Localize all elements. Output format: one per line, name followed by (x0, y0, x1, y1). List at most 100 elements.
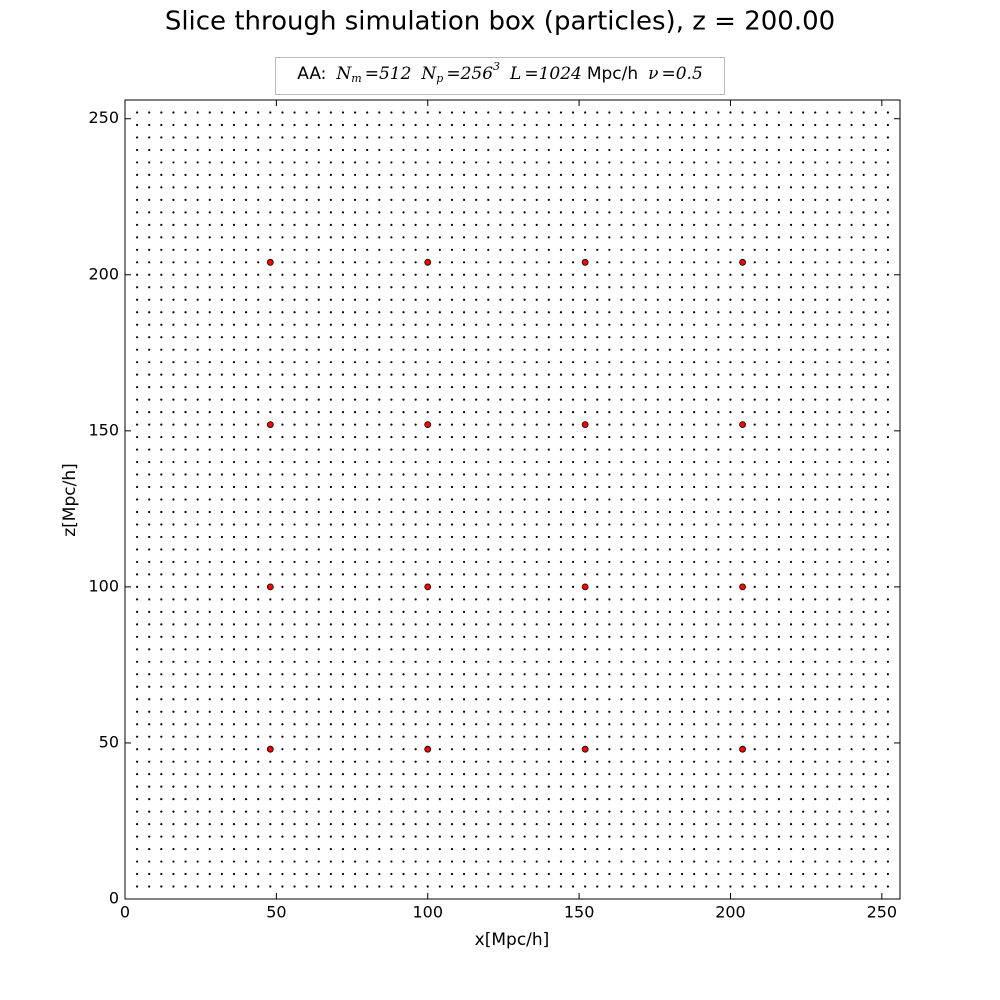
particle (341, 248, 345, 251)
particle (317, 173, 320, 177)
particle (523, 398, 526, 401)
particle (244, 548, 248, 551)
particle (511, 148, 514, 152)
particle (438, 735, 441, 738)
particle (680, 423, 684, 426)
particle (220, 810, 223, 813)
particle (426, 248, 429, 251)
particle (293, 485, 296, 489)
particle (390, 298, 393, 301)
particle (741, 136, 744, 139)
particle (608, 386, 611, 389)
particle (862, 111, 865, 114)
particle (802, 373, 805, 376)
particle (753, 136, 756, 139)
particle (305, 123, 308, 127)
particle (475, 373, 478, 376)
particle (499, 835, 502, 838)
particle (499, 885, 502, 888)
particle (644, 411, 647, 414)
particle (414, 286, 417, 289)
particle (753, 573, 756, 576)
particle (620, 198, 623, 201)
particle (886, 847, 889, 851)
particle (753, 673, 756, 676)
particle (208, 560, 211, 564)
particle (717, 723, 720, 726)
particle (184, 798, 187, 801)
particle (644, 585, 647, 588)
particle (547, 498, 550, 501)
particle (184, 610, 187, 613)
particle (777, 673, 781, 676)
particle (257, 373, 260, 376)
particle (632, 236, 635, 239)
particle (584, 673, 587, 676)
particle (220, 498, 223, 501)
particle (414, 860, 417, 863)
particle (438, 386, 441, 389)
particle (136, 822, 139, 826)
particle (596, 261, 599, 264)
particle (705, 286, 708, 289)
particle (826, 248, 829, 251)
particle (705, 822, 708, 826)
particle (584, 685, 587, 688)
particle (777, 635, 781, 638)
particle (160, 323, 163, 326)
particle (305, 460, 308, 464)
particle (366, 610, 369, 613)
particle (160, 560, 163, 564)
particle (620, 847, 623, 851)
particle (402, 748, 405, 751)
particle (559, 710, 563, 713)
particle (693, 336, 696, 339)
particle (329, 860, 332, 863)
particle (450, 685, 454, 688)
particle (184, 885, 187, 888)
particle (305, 186, 308, 189)
particle (341, 373, 345, 376)
particle (789, 673, 793, 676)
particle (656, 361, 659, 364)
particle (196, 273, 199, 276)
particle (148, 623, 151, 626)
particle (608, 735, 611, 738)
particle (571, 361, 575, 364)
particle (257, 485, 260, 489)
particle (620, 473, 623, 476)
particle (753, 460, 756, 464)
particle (475, 111, 478, 114)
particle (777, 336, 781, 339)
particle (293, 660, 296, 663)
particle (705, 748, 708, 751)
particle (826, 411, 829, 414)
particle (462, 473, 466, 476)
particle (789, 136, 793, 139)
particle (874, 311, 877, 314)
particle (257, 735, 260, 738)
particle (414, 822, 417, 826)
particle (620, 698, 623, 701)
particle (414, 660, 417, 663)
particle (559, 573, 563, 576)
particle (450, 323, 454, 326)
particle (317, 847, 320, 851)
particle (571, 548, 575, 551)
particle (329, 386, 332, 389)
particle (547, 435, 550, 439)
particle (232, 123, 236, 127)
particle (438, 148, 441, 152)
particle (196, 535, 199, 539)
particle (802, 311, 805, 314)
particle (717, 785, 720, 788)
particle (305, 598, 308, 601)
particle (559, 398, 563, 401)
particle (244, 223, 248, 226)
particle (886, 773, 889, 776)
particle (717, 548, 720, 551)
particle (341, 411, 345, 414)
particle (705, 760, 708, 763)
particle (220, 273, 223, 276)
particle (668, 760, 672, 763)
